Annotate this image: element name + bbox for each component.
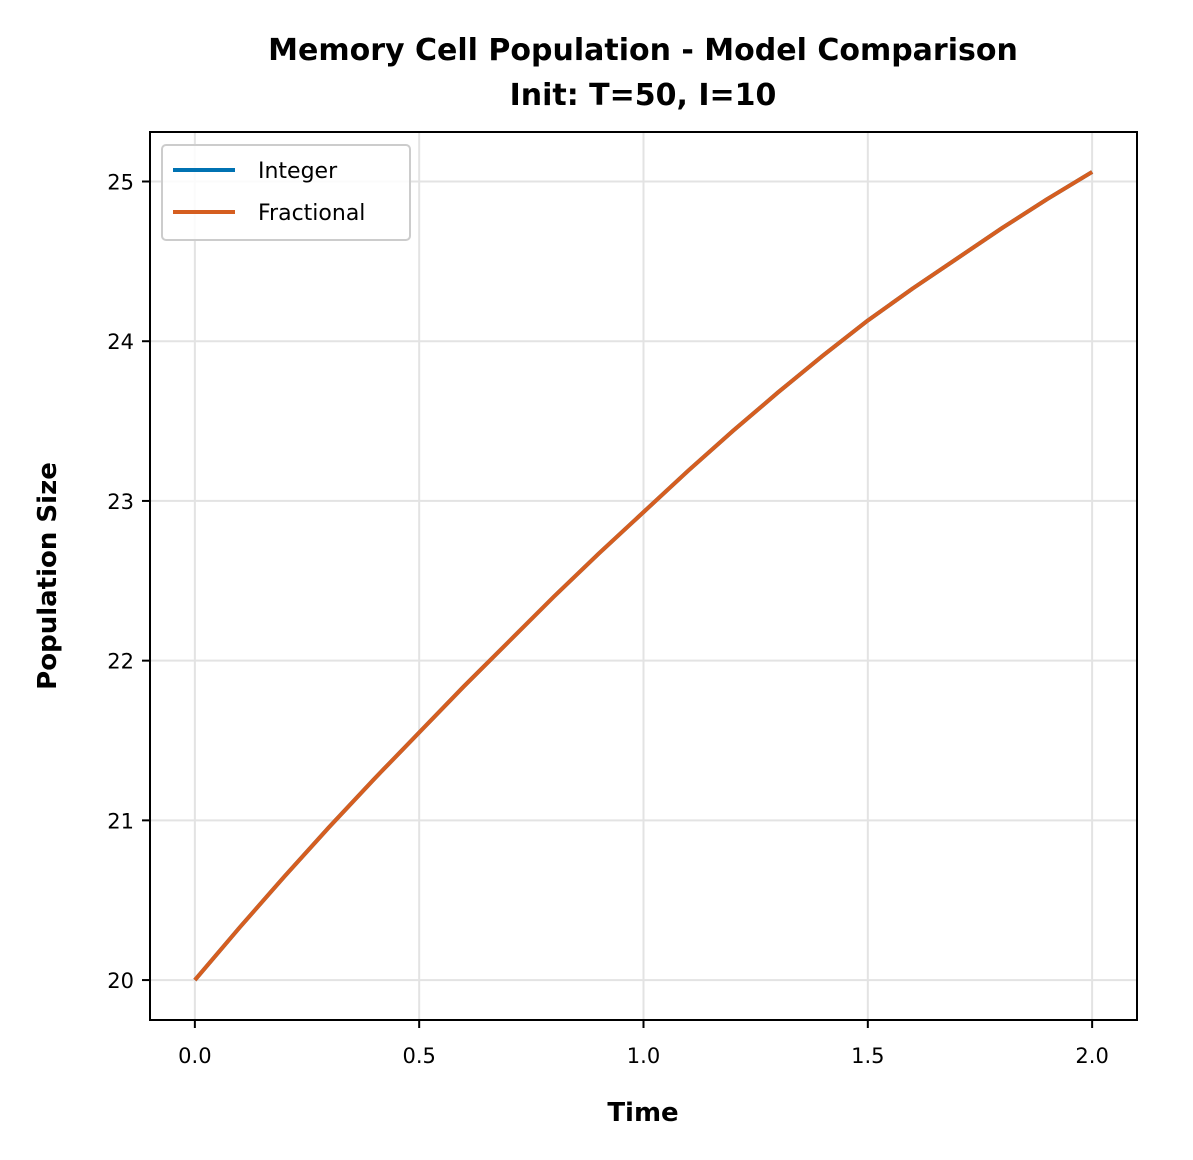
axis-ticks: 0.0 0.5 1.0 1.5 2.0 20 21 22 23 24 25 — [107, 171, 1109, 1068]
x-tick-label: 0.5 — [402, 1044, 435, 1068]
y-tick-label: 25 — [107, 171, 134, 195]
legend: Integer Fractional — [161, 144, 411, 241]
x-tick-label: 0.0 — [178, 1044, 211, 1068]
y-tick-label: 22 — [107, 650, 134, 674]
x-tick-label: 2.0 — [1075, 1044, 1108, 1068]
y-tick-label: 24 — [107, 330, 134, 354]
y-axis-label: Population Size — [33, 462, 63, 690]
y-tick-label: 23 — [107, 490, 134, 514]
y-tick-label: 21 — [107, 809, 134, 833]
series-line-fractional — [193, 170, 1094, 982]
legend-label-fractional: Fractional — [258, 201, 365, 226]
chart-subtitle: Init: T=50, I=10 — [510, 78, 777, 113]
series-lines — [193, 170, 1094, 982]
x-tick-label: 1.5 — [851, 1044, 884, 1068]
x-tick-label: 1.0 — [627, 1044, 660, 1068]
grid — [150, 132, 1137, 1020]
chart-title: Memory Cell Population - Model Compariso… — [268, 33, 1018, 68]
legend-label-integer: Integer — [258, 159, 338, 184]
x-axis-label: Time — [607, 1098, 678, 1128]
y-tick-label: 20 — [107, 969, 134, 993]
